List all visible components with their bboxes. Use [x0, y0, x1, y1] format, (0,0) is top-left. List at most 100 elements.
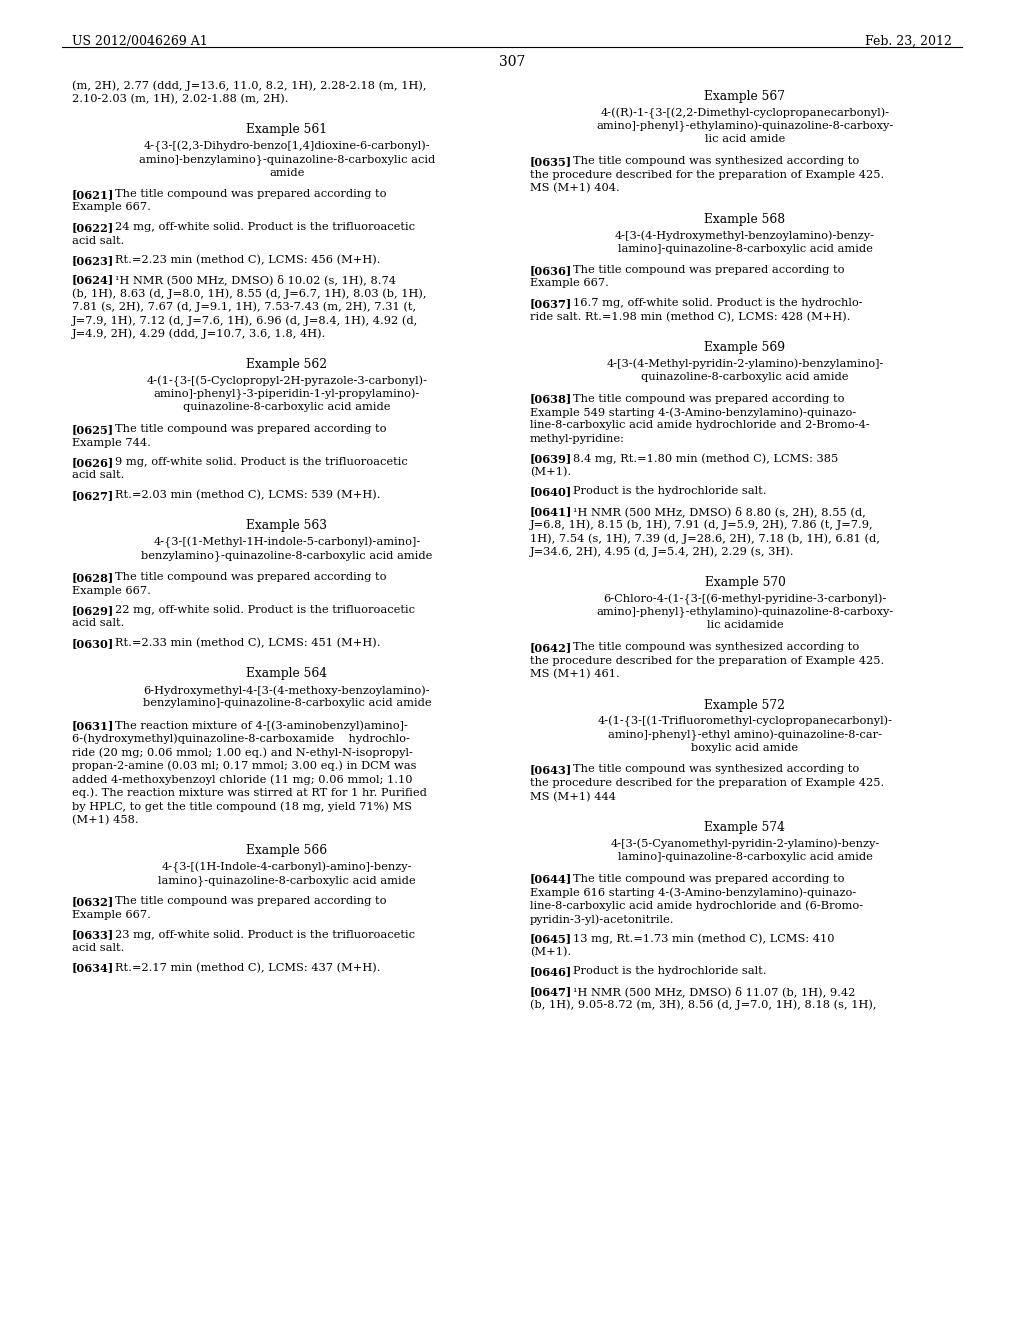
- Text: acid salt.: acid salt.: [72, 470, 124, 480]
- Text: 4-[3-(5-Cyanomethyl-pyridin-2-ylamino)-benzy-: 4-[3-(5-Cyanomethyl-pyridin-2-ylamino)-b…: [610, 838, 880, 849]
- Text: Example 566: Example 566: [247, 843, 328, 857]
- Text: Example 562: Example 562: [247, 358, 328, 371]
- Text: 4-{3-[(1H-Indole-4-carbonyl)-amino]-benzy-: 4-{3-[(1H-Indole-4-carbonyl)-amino]-benz…: [162, 862, 413, 873]
- Text: eq.). The reaction mixture was stirred at RT for 1 hr. Purified: eq.). The reaction mixture was stirred a…: [72, 788, 427, 799]
- Text: The title compound was prepared according to: The title compound was prepared accordin…: [573, 393, 845, 404]
- Text: lamino]-quinazoline-8-carboxylic acid amide: lamino]-quinazoline-8-carboxylic acid am…: [617, 243, 872, 253]
- Text: propan-2-amine (0.03 ml; 0.17 mmol; 3.00 eq.) in DCM was: propan-2-amine (0.03 ml; 0.17 mmol; 3.00…: [72, 760, 417, 771]
- Text: MS (M+1) 444: MS (M+1) 444: [530, 792, 616, 801]
- Text: amino]-phenyl}-ethyl amino)-quinazoline-8-car-: amino]-phenyl}-ethyl amino)-quinazoline-…: [608, 730, 882, 741]
- Text: lamino}-quinazoline-8-carboxylic acid amide: lamino}-quinazoline-8-carboxylic acid am…: [158, 875, 416, 886]
- Text: J=6.8, 1H), 8.15 (b, 1H), 7.91 (d, J=5.9, 2H), 7.86 (t, J=7.9,: J=6.8, 1H), 8.15 (b, 1H), 7.91 (d, J=5.9…: [530, 520, 873, 531]
- Text: [0640]: [0640]: [530, 487, 572, 498]
- Text: The title compound was prepared according to: The title compound was prepared accordin…: [115, 424, 386, 434]
- Text: The title compound was prepared according to: The title compound was prepared accordin…: [115, 189, 386, 199]
- Text: 307: 307: [499, 55, 525, 69]
- Text: ride (20 mg; 0.06 mmol; 1.00 eq.) and N-ethyl-N-isopropyl-: ride (20 mg; 0.06 mmol; 1.00 eq.) and N-…: [72, 747, 413, 758]
- Text: Rt.=2.33 min (method C), LCMS: 451 (M+H).: Rt.=2.33 min (method C), LCMS: 451 (M+H)…: [115, 638, 381, 648]
- Text: benzylamino}-quinazoline-8-carboxylic acid amide: benzylamino}-quinazoline-8-carboxylic ac…: [141, 550, 433, 561]
- Text: (b, 1H), 9.05-8.72 (m, 3H), 8.56 (d, J=7.0, 1H), 8.18 (s, 1H),: (b, 1H), 9.05-8.72 (m, 3H), 8.56 (d, J=7…: [530, 999, 877, 1010]
- Text: [0643]: [0643]: [530, 764, 572, 776]
- Text: [0632]: [0632]: [72, 896, 115, 908]
- Text: ¹H NMR (500 MHz, DMSO) δ 11.07 (b, 1H), 9.42: ¹H NMR (500 MHz, DMSO) δ 11.07 (b, 1H), …: [573, 986, 855, 997]
- Text: [0629]: [0629]: [72, 605, 115, 616]
- Text: [0636]: [0636]: [530, 265, 572, 276]
- Text: 6-(hydroxymethyl)quinazoline-8-carboxamide    hydrochlo-: 6-(hydroxymethyl)quinazoline-8-carboxami…: [72, 734, 410, 744]
- Text: added 4-methoxybenzoyl chloride (11 mg; 0.06 mmol; 1.10: added 4-methoxybenzoyl chloride (11 mg; …: [72, 774, 413, 784]
- Text: 23 mg, off-white solid. Product is the trifluoroacetic: 23 mg, off-white solid. Product is the t…: [115, 929, 415, 940]
- Text: [0627]: [0627]: [72, 490, 115, 502]
- Text: amide: amide: [269, 168, 305, 177]
- Text: Example 569: Example 569: [705, 341, 785, 354]
- Text: 22 mg, off-white solid. Product is the trifluoroacetic: 22 mg, off-white solid. Product is the t…: [115, 605, 415, 615]
- Text: the procedure described for the preparation of Example 425.: the procedure described for the preparat…: [530, 169, 885, 180]
- Text: [0633]: [0633]: [72, 929, 115, 940]
- Text: [0623]: [0623]: [72, 255, 115, 267]
- Text: Product is the hydrochloride salt.: Product is the hydrochloride salt.: [573, 966, 767, 977]
- Text: Example 616 starting 4-(3-Amino-benzylamino)-quinazo-: Example 616 starting 4-(3-Amino-benzylam…: [530, 887, 856, 898]
- Text: The title compound was prepared according to: The title compound was prepared accordin…: [573, 265, 845, 275]
- Text: MS (M+1) 461.: MS (M+1) 461.: [530, 669, 620, 680]
- Text: ride salt. Rt.=1.98 min (method C), LCMS: 428 (M+H).: ride salt. Rt.=1.98 min (method C), LCMS…: [530, 312, 851, 322]
- Text: 7.81 (s, 2H), 7.67 (d, J=9.1, 1H), 7.53-7.43 (m, 2H), 7.31 (t,: 7.81 (s, 2H), 7.67 (d, J=9.1, 1H), 7.53-…: [72, 301, 416, 312]
- Text: acid salt.: acid salt.: [72, 235, 124, 246]
- Text: [0624]: [0624]: [72, 275, 115, 285]
- Text: Example 667.: Example 667.: [72, 909, 151, 920]
- Text: lamino]-quinazoline-8-carboxylic acid amide: lamino]-quinazoline-8-carboxylic acid am…: [617, 851, 872, 862]
- Text: the procedure described for the preparation of Example 425.: the procedure described for the preparat…: [530, 656, 885, 665]
- Text: Rt.=2.23 min (method C), LCMS: 456 (M+H).: Rt.=2.23 min (method C), LCMS: 456 (M+H)…: [115, 255, 381, 265]
- Text: 4-[3-(4-Hydroxymethyl-benzoylamino)-benzy-: 4-[3-(4-Hydroxymethyl-benzoylamino)-benz…: [615, 230, 874, 240]
- Text: The title compound was prepared according to: The title compound was prepared accordin…: [115, 896, 386, 907]
- Text: 4-{3-[(1-Methyl-1H-indole-5-carbonyl)-amino]-: 4-{3-[(1-Methyl-1H-indole-5-carbonyl)-am…: [154, 537, 421, 548]
- Text: (M+1).: (M+1).: [530, 467, 571, 478]
- Text: [0630]: [0630]: [72, 638, 115, 649]
- Text: Example 667.: Example 667.: [72, 202, 151, 213]
- Text: [0631]: [0631]: [72, 719, 115, 731]
- Text: line-8-carboxylic acid amide hydrochloride and 2-Bromo-4-: line-8-carboxylic acid amide hydrochlori…: [530, 421, 869, 430]
- Text: Example 564: Example 564: [247, 668, 328, 681]
- Text: Example 667.: Example 667.: [72, 586, 151, 595]
- Text: the procedure described for the preparation of Example 425.: the procedure described for the preparat…: [530, 777, 885, 788]
- Text: methyl-pyridine:: methyl-pyridine:: [530, 434, 625, 444]
- Text: Example 744.: Example 744.: [72, 437, 151, 447]
- Text: The title compound was prepared according to: The title compound was prepared accordin…: [573, 874, 845, 883]
- Text: [0646]: [0646]: [530, 966, 572, 978]
- Text: 13 mg, Rt.=1.73 min (method C), LCMS: 410: 13 mg, Rt.=1.73 min (method C), LCMS: 41…: [573, 933, 835, 944]
- Text: Example 574: Example 574: [705, 821, 785, 834]
- Text: (m, 2H), 2.77 (ddd, J=13.6, 11.0, 8.2, 1H), 2.28-2.18 (m, 1H),: (m, 2H), 2.77 (ddd, J=13.6, 11.0, 8.2, 1…: [72, 81, 427, 91]
- Text: Example 667.: Example 667.: [530, 279, 609, 289]
- Text: quinazoline-8-carboxylic acid amide: quinazoline-8-carboxylic acid amide: [183, 403, 391, 412]
- Text: [0621]: [0621]: [72, 189, 115, 201]
- Text: amino]-phenyl}-ethylamino)-quinazoline-8-carboxy-: amino]-phenyl}-ethylamino)-quinazoline-8…: [596, 121, 894, 132]
- Text: lic acid amide: lic acid amide: [705, 135, 785, 144]
- Text: 4-((R)-1-{3-[(2,2-Dimethyl-cyclopropanecarbonyl)-: 4-((R)-1-{3-[(2,2-Dimethyl-cyclopropanec…: [600, 107, 890, 119]
- Text: (M+1).: (M+1).: [530, 946, 571, 957]
- Text: 4-(1-{3-[(5-Cyclopropyl-2H-pyrazole-3-carbonyl)-: 4-(1-{3-[(5-Cyclopropyl-2H-pyrazole-3-ca…: [146, 375, 427, 387]
- Text: US 2012/0046269 A1: US 2012/0046269 A1: [72, 36, 208, 48]
- Text: 6-Chloro-4-(1-{3-[(6-methyl-pyridine-3-carbonyl)-: 6-Chloro-4-(1-{3-[(6-methyl-pyridine-3-c…: [603, 594, 887, 605]
- Text: J=7.9, 1H), 7.12 (d, J=7.6, 1H), 6.96 (d, J=8.4, 1H), 4.92 (d,: J=7.9, 1H), 7.12 (d, J=7.6, 1H), 6.96 (d…: [72, 315, 418, 326]
- Text: [0644]: [0644]: [530, 874, 572, 884]
- Text: The title compound was synthesized according to: The title compound was synthesized accor…: [573, 642, 859, 652]
- Text: 4-{3-[(2,3-Dihydro-benzo[1,4]dioxine-6-carbonyl)-: 4-{3-[(2,3-Dihydro-benzo[1,4]dioxine-6-c…: [143, 140, 430, 152]
- Text: [0641]: [0641]: [530, 506, 572, 517]
- Text: [0639]: [0639]: [530, 454, 572, 465]
- Text: by HPLC, to get the title compound (18 mg, yield 71%) MS: by HPLC, to get the title compound (18 m…: [72, 801, 412, 812]
- Text: Rt.=2.17 min (method C), LCMS: 437 (M+H).: Rt.=2.17 min (method C), LCMS: 437 (M+H)…: [115, 962, 381, 973]
- Text: quinazoline-8-carboxylic acid amide: quinazoline-8-carboxylic acid amide: [641, 372, 849, 381]
- Text: ¹H NMR (500 MHz, DMSO) δ 10.02 (s, 1H), 8.74: ¹H NMR (500 MHz, DMSO) δ 10.02 (s, 1H), …: [115, 275, 396, 285]
- Text: [0628]: [0628]: [72, 572, 115, 583]
- Text: benzylamino]-quinazoline-8-carboxylic acid amide: benzylamino]-quinazoline-8-carboxylic ac…: [142, 698, 431, 709]
- Text: acid salt.: acid salt.: [72, 942, 124, 953]
- Text: Example 561: Example 561: [247, 123, 328, 136]
- Text: MS (M+1) 404.: MS (M+1) 404.: [530, 183, 620, 193]
- Text: J=34.6, 2H), 4.95 (d, J=5.4, 2H), 2.29 (s, 3H).: J=34.6, 2H), 4.95 (d, J=5.4, 2H), 2.29 (…: [530, 546, 795, 557]
- Text: [0622]: [0622]: [72, 222, 115, 234]
- Text: Feb. 23, 2012: Feb. 23, 2012: [865, 36, 952, 48]
- Text: Example 570: Example 570: [705, 576, 785, 589]
- Text: [0634]: [0634]: [72, 962, 115, 974]
- Text: Product is the hydrochloride salt.: Product is the hydrochloride salt.: [573, 487, 767, 496]
- Text: 4-(1-{3-[(1-Trifluoromethyl-cyclopropanecarbonyl)-: 4-(1-{3-[(1-Trifluoromethyl-cyclopropane…: [597, 715, 893, 727]
- Text: amino]-phenyl}-3-piperidin-1-yl-propylamino)-: amino]-phenyl}-3-piperidin-1-yl-propylam…: [154, 389, 420, 400]
- Text: lic acidamide: lic acidamide: [707, 620, 783, 631]
